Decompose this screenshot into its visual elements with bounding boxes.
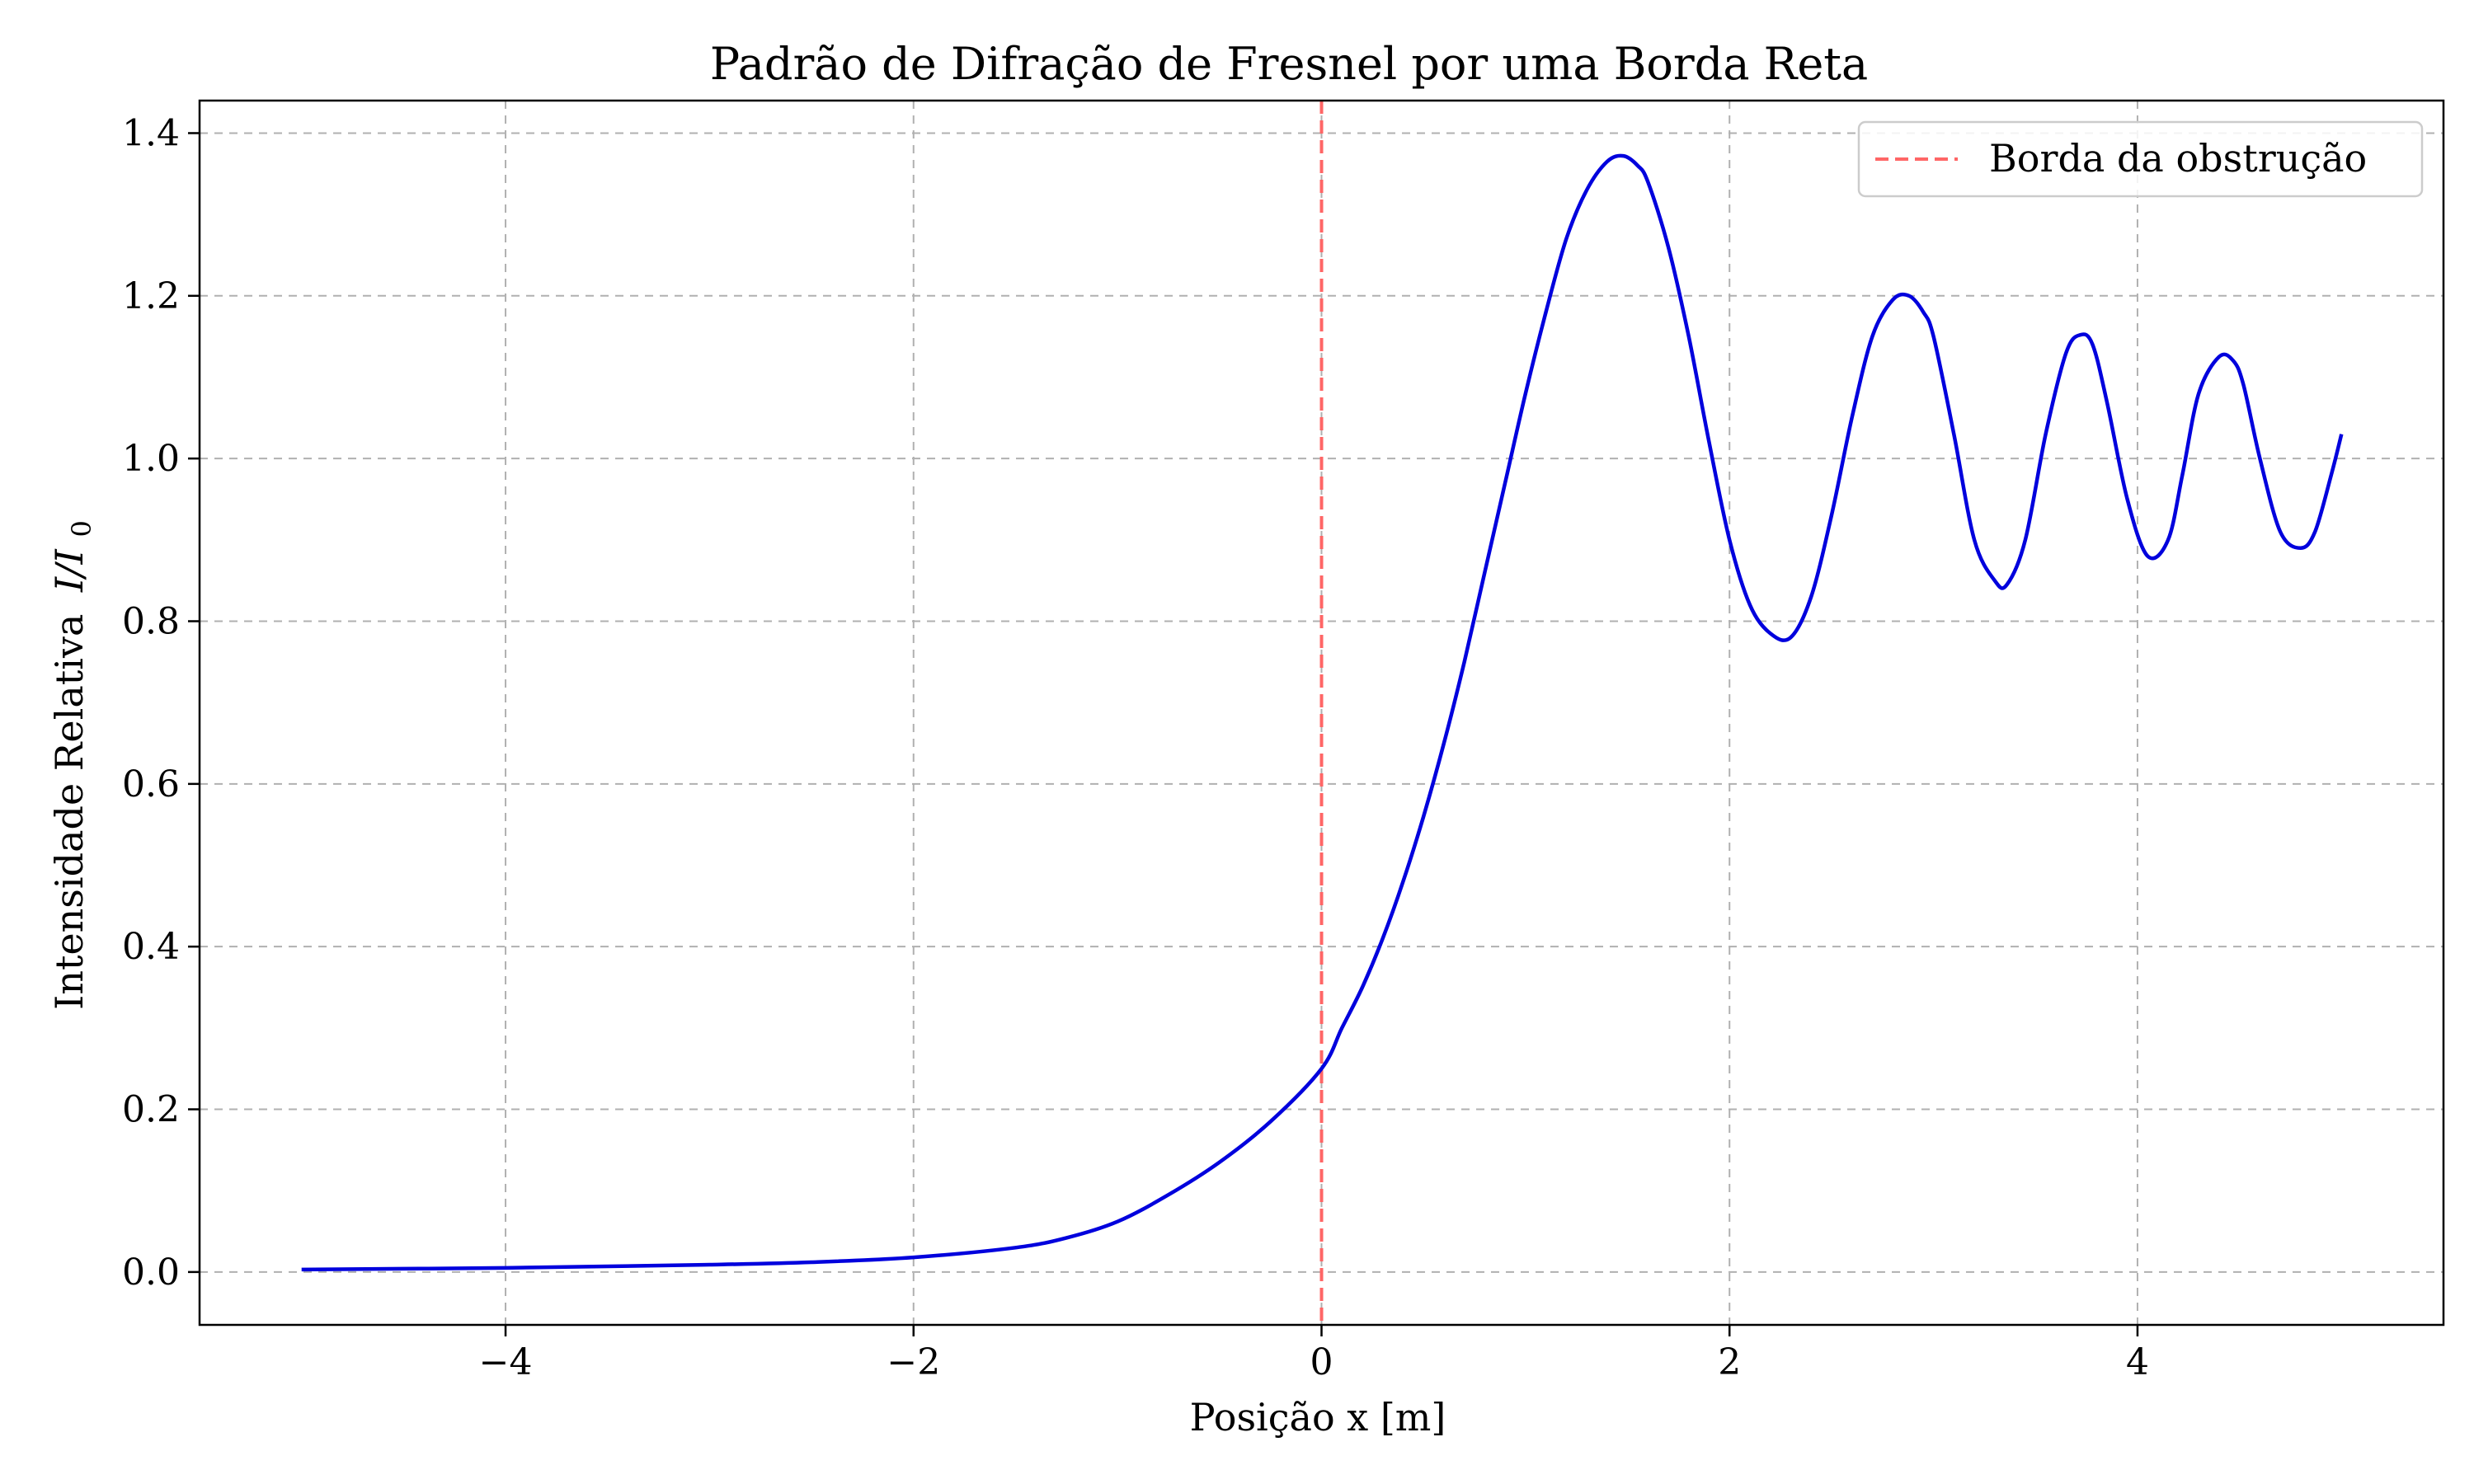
y-tick-label: 1.0 [122, 438, 180, 480]
y-tick-label: 0.8 [122, 600, 180, 642]
legend-box [1857, 120, 2424, 198]
y-axis-label: Intensidade Relativa I/I 0 [47, 520, 97, 1010]
x-ticks: −4 −2 0 2 4 [479, 1325, 2149, 1383]
y-ticks: 0.0 0.2 0.4 0.6 0.8 1.0 1.2 1.4 [122, 112, 200, 1294]
y-tick-label: 0.2 [122, 1089, 180, 1131]
legend: Borda da obstrução [1857, 120, 2424, 198]
x-tick-label: 2 [1718, 1341, 1741, 1383]
y-axis-label-subscript: 0 [66, 520, 97, 537]
y-tick-label: 1.2 [122, 275, 180, 317]
y-tick-label: 1.4 [122, 112, 180, 154]
intensity-series-line [301, 153, 2344, 1272]
legend-entry-edge: Borda da obstrução [1989, 136, 2367, 181]
x-tick-label: 4 [2126, 1341, 2149, 1383]
x-tick-label: −2 [887, 1341, 940, 1383]
y-tick-label: 0.0 [122, 1252, 180, 1294]
series-layer [301, 153, 2344, 1272]
y-axis-label-text: Intensidade Relativa [47, 614, 92, 1010]
chart-title: Padrão de Difração de Fresnel por uma Bo… [710, 38, 1868, 90]
y-tick-label: 0.6 [122, 763, 180, 805]
x-axis-label: Posição x [m] [1190, 1395, 1446, 1439]
x-tick-label: −4 [479, 1341, 533, 1383]
y-tick-label: 0.4 [122, 926, 180, 968]
grid-lines [200, 101, 2443, 1325]
x-tick-label: 0 [1310, 1341, 1333, 1383]
y-axis-label-math: I/I [47, 548, 92, 593]
